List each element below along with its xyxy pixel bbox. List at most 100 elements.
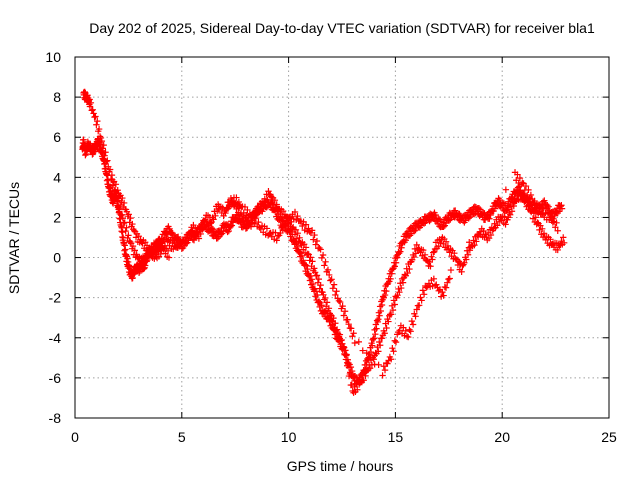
data-point — [199, 224, 206, 232]
data-point — [125, 211, 132, 218]
data-point — [369, 342, 376, 349]
y-tick-label: 4 — [53, 169, 61, 185]
data-point — [533, 200, 541, 208]
data-point — [174, 233, 182, 241]
data-point — [351, 339, 359, 347]
data-point — [547, 214, 554, 221]
data-point — [421, 251, 429, 259]
data-point — [123, 252, 130, 259]
data-point — [120, 219, 128, 227]
data-point — [462, 256, 470, 263]
chart-title: Day 202 of 2025, Sidereal Day-to-day VTE… — [89, 20, 595, 36]
data-point — [430, 275, 438, 282]
data-point — [399, 279, 407, 286]
plot-frame — [74, 56, 610, 419]
data-point — [296, 234, 303, 242]
data-point — [383, 287, 390, 295]
data-point — [257, 205, 265, 213]
data-point — [130, 227, 138, 234]
data-point — [516, 174, 524, 182]
data-point — [315, 298, 323, 305]
data-point — [106, 166, 114, 173]
data-point — [495, 218, 503, 225]
data-point — [536, 226, 543, 234]
data-point — [532, 214, 539, 221]
data-point — [329, 285, 337, 292]
data-point — [323, 299, 331, 306]
data-point — [410, 253, 418, 261]
data-point — [304, 250, 312, 258]
data-point — [475, 204, 483, 212]
data-point — [233, 205, 240, 213]
data-point — [359, 371, 366, 379]
data-point — [554, 246, 561, 254]
data-point — [235, 198, 243, 206]
data-point — [508, 208, 516, 215]
data-point — [335, 297, 343, 305]
data-point — [430, 249, 437, 256]
data-point — [464, 251, 472, 258]
data-point — [291, 231, 299, 238]
data-point — [100, 141, 107, 149]
data-point — [212, 212, 219, 220]
data-point — [367, 354, 374, 361]
data-point — [378, 335, 386, 342]
data-point — [405, 333, 412, 341]
data-point — [350, 330, 357, 337]
data-point — [143, 242, 151, 249]
data-point — [104, 157, 111, 164]
data-point — [540, 230, 548, 237]
data-point — [506, 211, 514, 218]
data-point — [381, 366, 389, 374]
data-point — [120, 239, 128, 246]
data-point — [257, 225, 265, 233]
data-point — [317, 246, 324, 253]
data-point — [273, 201, 280, 208]
data-point — [325, 271, 333, 279]
x-axis-label: GPS time / hours — [287, 458, 394, 474]
data-point — [225, 227, 232, 235]
y-tick-label: 2 — [53, 209, 61, 225]
data-point — [355, 338, 362, 346]
data-point — [97, 141, 104, 148]
data-point — [514, 171, 521, 178]
data-point — [305, 225, 312, 232]
data-point — [484, 212, 491, 219]
data-point — [307, 272, 314, 280]
data-point — [81, 88, 88, 96]
data-point — [345, 320, 352, 328]
data-point — [206, 219, 214, 226]
data-point — [445, 217, 453, 224]
data-point — [447, 266, 455, 274]
x-tick-label: 0 — [71, 429, 79, 445]
data-point — [127, 214, 134, 222]
data-point — [322, 258, 329, 266]
data-point — [196, 226, 204, 233]
data-point — [359, 347, 366, 354]
y-tick-label: 8 — [53, 89, 61, 105]
data-point — [129, 220, 136, 228]
data-point — [521, 199, 528, 206]
data-point — [432, 211, 439, 219]
data-point — [507, 203, 515, 211]
data-point — [470, 237, 477, 244]
data-point — [120, 199, 128, 207]
data-point — [375, 361, 382, 368]
data-point — [442, 284, 450, 291]
data-point — [320, 291, 327, 299]
data-point — [106, 183, 113, 191]
data-point — [114, 186, 121, 194]
data-point — [388, 302, 396, 310]
data-point — [317, 281, 324, 289]
data-point — [125, 262, 133, 269]
data-point — [506, 200, 514, 208]
data-point — [336, 298, 344, 306]
data-point — [417, 294, 424, 301]
data-point — [303, 262, 310, 269]
data-point — [396, 327, 403, 334]
data-point — [99, 145, 106, 152]
data-point — [165, 254, 173, 261]
data-point — [102, 149, 109, 156]
data-point — [383, 324, 390, 332]
data-point — [312, 241, 319, 248]
